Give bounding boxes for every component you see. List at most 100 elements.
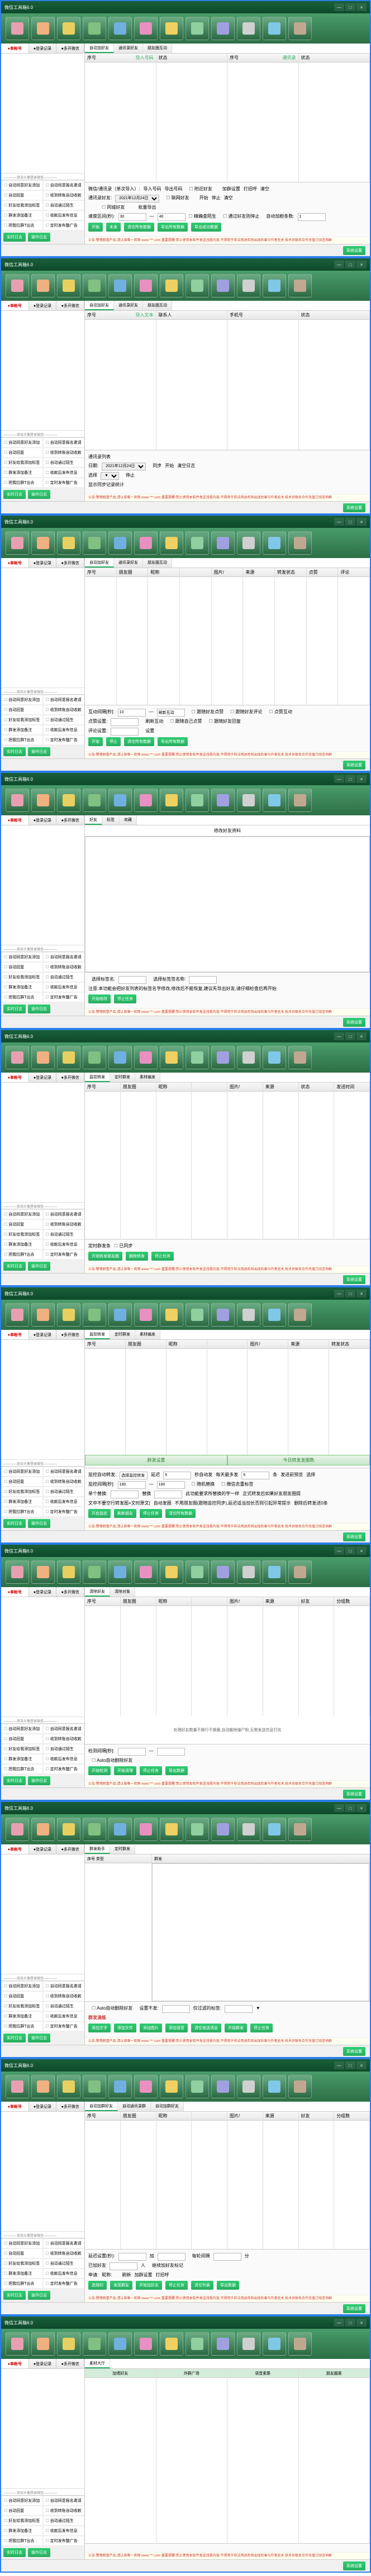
settings-btn[interactable]: 系统设置 [343,1532,365,1541]
col-body[interactable] [207,1349,248,1455]
tool-icon-2[interactable] [57,1818,80,1841]
func-1[interactable]: 自动同意报名邀请 [43,695,85,705]
col-head[interactable]: 图片/ [227,1083,263,1092]
left-btn-0[interactable]: 实时日志 [3,1776,26,1785]
account-list[interactable] [1,1340,84,1459]
close-btn[interactable]: × [356,518,367,526]
action-btn[interactable]: 导出数据 [165,1766,188,1775]
account-list[interactable] [1,1083,84,1202]
col-head[interactable]: 序号 [85,1083,120,1092]
tool-icon-4[interactable] [108,1046,132,1069]
tool-icon-6[interactable] [160,274,183,297]
left-tab-1[interactable]: ●登录记录 [29,1330,57,1339]
col-head[interactable]: 状态 [299,311,370,320]
action-btn[interactable]: 停止 [106,737,121,746]
input[interactable] [118,1481,146,1489]
tool-icon-1[interactable] [31,2332,55,2356]
col-head[interactable]: 朋友圈 [121,1597,156,1606]
func-2[interactable]: 自动回复 [1,705,43,715]
tool-icon-7[interactable] [185,17,209,40]
func-8[interactable]: 把我拉群T出去 [1,2279,43,2289]
input[interactable] [118,976,146,984]
action-btn[interactable]: 开始 [88,223,103,232]
big-col-body[interactable] [85,2378,156,2543]
select[interactable]: ▼ [101,472,119,480]
col-head[interactable]: 来源 [263,1083,298,1092]
tool-icon-0[interactable] [6,2075,29,2098]
func-7[interactable]: 收款后发布信息 [43,725,85,735]
subtab-2[interactable]: 素材编发 [135,1330,160,1339]
settings-btn[interactable]: 系统设置 [343,2304,365,2313]
func-3[interactable]: 收到转账自动收款 [43,1219,85,1229]
max-btn[interactable]: □ [345,261,355,268]
input[interactable] [118,213,146,221]
col-body[interactable] [192,2121,227,2249]
col-body[interactable] [307,577,338,705]
action-btn[interactable]: 添加文件 [114,2024,136,2032]
left-tab-2[interactable]: ●多开微信 [56,1073,84,1082]
compose-area[interactable] [152,1863,369,2001]
func-1[interactable]: 自动同意报名邀请 [43,2496,85,2506]
col-body[interactable] [263,1606,298,1716]
action-btn[interactable]: 开始清理 [114,1766,136,1775]
left-tab-0[interactable]: ●单帐号 [1,1073,29,1082]
close-btn[interactable]: × [356,2061,367,2069]
func-2[interactable]: 自动回复 [1,2248,43,2258]
input[interactable] [162,2005,190,2013]
func-8[interactable]: 把我拉群T出去 [1,992,43,1002]
func-0[interactable]: 自动同意好友添加 [1,438,43,448]
col-body[interactable] [156,2121,192,2249]
col-head[interactable]: 昵称 [167,1340,207,1349]
col-body[interactable] [299,1092,334,1239]
col-body[interactable] [334,1092,369,1239]
settings-btn[interactable]: 系统设置 [343,1018,365,1027]
col-body[interactable] [288,1349,329,1455]
tool-icon-1[interactable] [31,2075,55,2098]
col-body[interactable] [121,1606,156,1716]
checkbox[interactable]: 随机替换 [192,1481,215,1488]
func-4[interactable]: 好友给我添加标签 [1,1487,43,1497]
action-btn[interactable]: 添加文字 [88,2024,111,2032]
func-0[interactable]: 自动同意好友添加 [1,2496,43,2506]
col-body[interactable] [243,577,274,705]
subtab-0[interactable]: 素材大厅 [85,2359,110,2368]
func-9[interactable]: 定时发布整广告 [43,735,85,745]
min-btn[interactable]: — [334,1290,344,1297]
col-body[interactable] [156,1606,192,1716]
tool-icon-2[interactable] [57,1046,80,1069]
checkbox[interactable]: 跟随自己点赞 [170,718,202,725]
col-body[interactable] [299,320,370,450]
max-btn[interactable]: □ [345,518,355,526]
col-head[interactable]: 序号通讯录 [227,54,298,63]
tool-icon-4[interactable] [108,2332,132,2356]
func-0[interactable]: 自动同意好友添加 [1,2238,43,2248]
close-btn[interactable]: × [356,1290,367,1297]
func-4[interactable]: 好友给我添加标签 [1,2258,43,2269]
col-body[interactable] [167,1349,207,1455]
func-5[interactable]: 自动通过陌生 [43,2001,85,2011]
subtab-1[interactable]: 通讯录好友 [114,44,143,53]
subtab-0[interactable]: 自动加群好友 [85,2102,118,2111]
func-1[interactable]: 自动同意报名邀请 [43,180,85,190]
input[interactable] [111,1491,139,1498]
col-body[interactable] [227,1606,263,1716]
tool-icon-0[interactable] [6,274,29,297]
input[interactable] [189,976,217,984]
left-tab-2[interactable]: ●多开微信 [56,44,84,53]
tool-icon-1[interactable] [31,1303,55,1327]
func-0[interactable]: 自动同意好友添加 [1,952,43,962]
tool-icon-5[interactable] [134,1046,158,1069]
checkbox[interactable]: 通过好友则停止 [223,213,259,220]
tool-icon-5[interactable] [134,789,158,812]
col-body[interactable] [248,1349,288,1455]
tool-icon-1[interactable] [31,1046,55,1069]
input[interactable] [213,2253,241,2261]
tool-icon-2[interactable] [57,1303,80,1327]
account-list[interactable] [1,2112,84,2231]
content-area[interactable] [85,837,370,972]
checkbox[interactable]: 微信去重标签 [221,1481,253,1488]
func-0[interactable]: 自动同意好友添加 [1,1724,43,1734]
tool-icon-4[interactable] [108,17,132,40]
tool-icon-0[interactable] [6,17,29,40]
func-6[interactable]: 群发添加备注 [1,2011,43,2021]
